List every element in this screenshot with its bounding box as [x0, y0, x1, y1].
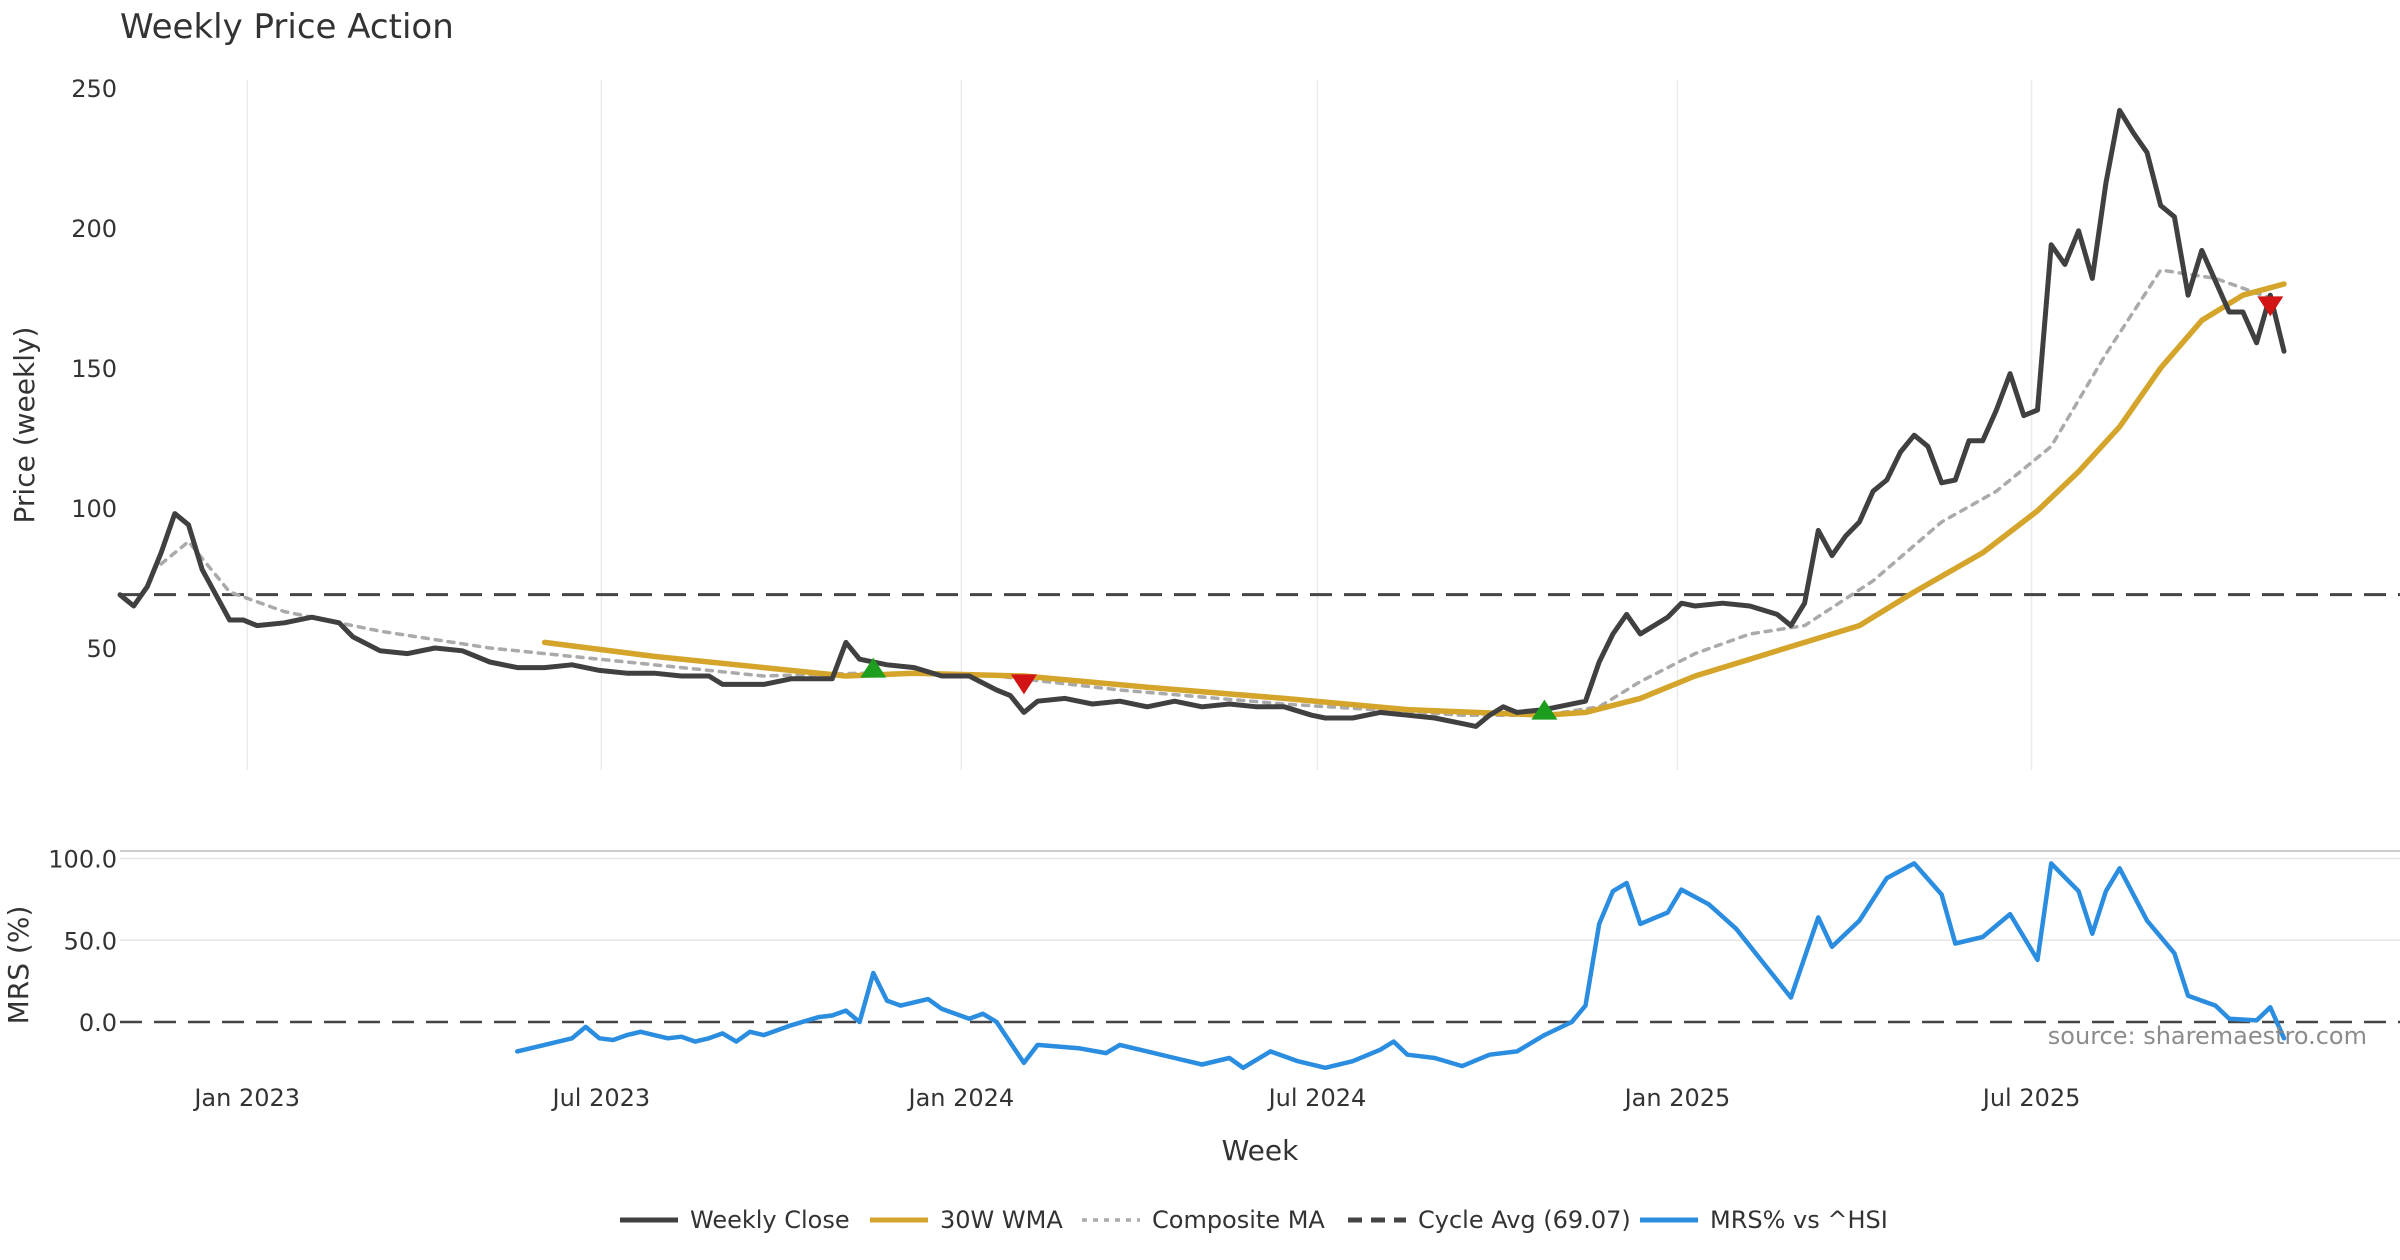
mrs-panel [120, 861, 2400, 1071]
legend-item: MRS% vs ^HSI [1640, 1206, 1888, 1234]
price-y-tick-label: 50 [86, 635, 117, 663]
price-y-tick-label: 150 [71, 355, 117, 383]
weekly-close-line [117, 107, 2287, 729]
x-tick-label: Jan 2023 [192, 1084, 300, 1112]
mrs-y-tick-label: 0.0 [79, 1009, 117, 1037]
legend-item: Composite MA [1082, 1206, 1325, 1234]
price-panel [117, 107, 2400, 729]
x-tick-label: Jan 2024 [906, 1084, 1014, 1112]
x-tick-label: Jul 2024 [1267, 1084, 1367, 1112]
legend-label: Cycle Avg (69.07) [1418, 1206, 1631, 1234]
sell-signal-marker [1010, 674, 1037, 695]
legend: Weekly Close 30W WMA Composite MA Cycle Avg… [620, 1206, 1888, 1234]
buy-signal-marker [1531, 699, 1558, 720]
mrs-line [514, 861, 2287, 1071]
price-y-tick-label: 100 [71, 495, 117, 523]
wma-30w-line [541, 281, 2287, 718]
x-tick-label: Jul 2025 [1981, 1084, 2081, 1112]
mrs-axis-title: MRS (%) [2, 906, 35, 1025]
buy-signal-marker [860, 657, 887, 678]
legend-label: Weekly Close [690, 1206, 850, 1234]
legend-label: Composite MA [1152, 1206, 1325, 1234]
x-tick-label: Jul 2023 [550, 1084, 650, 1112]
sell-signal-marker [2257, 296, 2284, 317]
source-note: source: sharemaestro.com [2048, 1022, 2367, 1050]
legend-item: Cycle Avg (69.07) [1348, 1206, 1631, 1234]
legend-item: Weekly Close [620, 1206, 850, 1234]
composite-ma-line [159, 268, 2273, 717]
mrs-y-tick-label: 50.0 [64, 927, 117, 955]
price-y-tick-label: 200 [71, 215, 117, 243]
price-axis-title: Price (weekly) [8, 327, 41, 524]
mrs-y-tick-label: 100.0 [48, 846, 117, 874]
grid-lines [120, 80, 2400, 941]
price-y-tick-label: 250 [71, 75, 117, 103]
chart-title: Weekly Price Action [120, 7, 454, 47]
axes: Jan 2023 Jul 2023 Jan 2024 Jul 2024 Jan 2025… [48, 75, 2080, 1112]
legend-label: MRS% vs ^HSI [1710, 1206, 1888, 1234]
legend-label: 30W WMA [940, 1206, 1063, 1234]
x-tick-label: Jan 2025 [1623, 1084, 1731, 1112]
x-axis-title: Week [1222, 1134, 1299, 1167]
legend-item: 30W WMA [870, 1206, 1063, 1234]
